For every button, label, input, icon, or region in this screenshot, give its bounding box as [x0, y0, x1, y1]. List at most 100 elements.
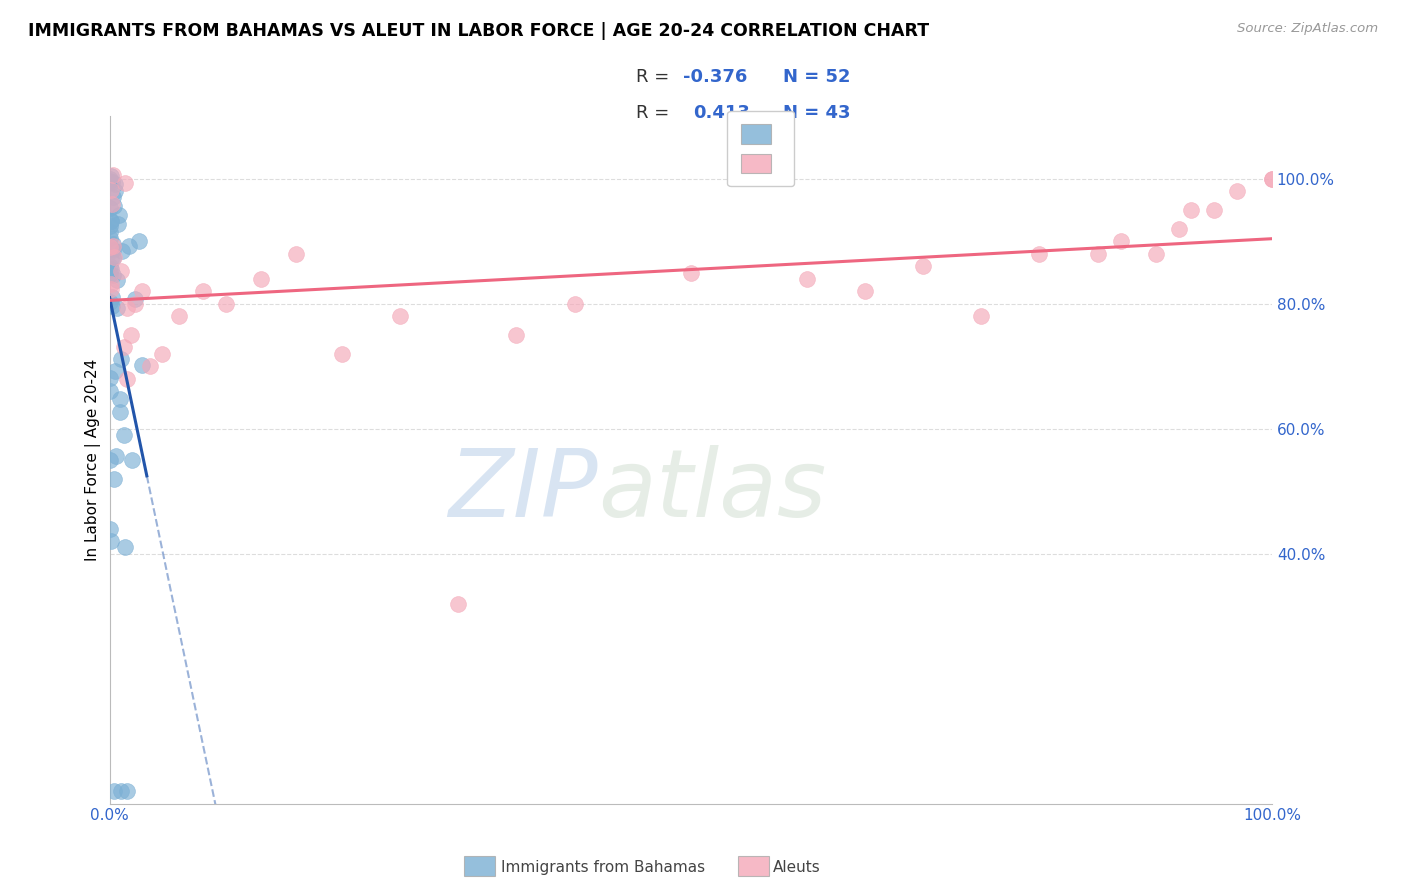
- Point: [120, 328, 142, 343]
- Point: [100, 252, 122, 267]
- Point: [100, 534, 122, 549]
- Point: [100, 522, 122, 536]
- Point: [330, 347, 353, 361]
- Point: [98, 172, 121, 186]
- Text: IMMIGRANTS FROM BAHAMAS VS ALEUT IN LABOR FORCE | AGE 20-24 CORRELATION CHART: IMMIGRANTS FROM BAHAMAS VS ALEUT IN LABO…: [28, 22, 929, 40]
- Point: [1261, 172, 1284, 186]
- Point: [139, 359, 162, 374]
- Point: [115, 784, 138, 798]
- Point: [389, 310, 412, 324]
- Point: [103, 250, 125, 264]
- Point: [1028, 247, 1050, 261]
- Point: [1202, 203, 1225, 218]
- Point: [98, 294, 121, 309]
- Point: [98, 267, 121, 281]
- Point: [114, 541, 136, 555]
- Point: [100, 214, 122, 228]
- Point: [505, 328, 527, 343]
- Point: [100, 169, 122, 183]
- Point: [108, 392, 131, 406]
- Legend: , : ,: [727, 111, 794, 186]
- Point: [1087, 247, 1109, 261]
- Point: [1167, 222, 1189, 236]
- Point: [98, 230, 121, 244]
- Point: [103, 784, 125, 798]
- Point: [107, 217, 129, 231]
- Point: [101, 189, 124, 203]
- Point: [98, 384, 121, 398]
- Point: [101, 237, 124, 252]
- Text: N = 52: N = 52: [783, 68, 851, 86]
- Point: [447, 597, 470, 611]
- Point: [103, 472, 125, 486]
- Point: [101, 197, 124, 211]
- Point: [108, 208, 131, 222]
- Point: [853, 285, 876, 299]
- Point: [124, 297, 146, 311]
- Point: [103, 199, 125, 213]
- Point: [101, 238, 124, 252]
- Point: [1180, 203, 1202, 218]
- Point: [100, 214, 122, 228]
- Point: [98, 174, 121, 188]
- Point: [169, 310, 191, 324]
- Point: [101, 299, 124, 313]
- Point: [110, 351, 132, 366]
- Point: [104, 177, 127, 191]
- Text: R =: R =: [636, 68, 675, 86]
- Point: [110, 264, 132, 278]
- Point: [101, 175, 124, 189]
- Point: [115, 301, 138, 316]
- Point: [131, 285, 153, 299]
- Point: [105, 273, 128, 287]
- Point: [105, 301, 128, 315]
- Point: [150, 347, 173, 361]
- Point: [191, 285, 214, 299]
- Text: ZIP: ZIP: [449, 445, 598, 536]
- Text: 0.413: 0.413: [693, 103, 749, 121]
- Point: [128, 234, 150, 248]
- Point: [121, 453, 143, 467]
- Point: [284, 247, 307, 261]
- Point: [108, 405, 131, 419]
- Point: [215, 297, 238, 311]
- Text: R =: R =: [636, 103, 681, 121]
- Point: [98, 371, 121, 385]
- Point: [1144, 247, 1167, 261]
- Point: [100, 262, 122, 277]
- Point: [249, 272, 271, 286]
- Point: [1261, 172, 1284, 186]
- Point: [98, 452, 121, 467]
- Point: [796, 272, 818, 286]
- Point: [112, 428, 135, 442]
- Y-axis label: In Labor Force | Age 20-24: In Labor Force | Age 20-24: [86, 359, 101, 561]
- Point: [131, 358, 153, 372]
- Point: [98, 219, 121, 234]
- Point: [100, 290, 122, 304]
- Point: [101, 243, 124, 257]
- Point: [112, 340, 135, 354]
- Text: Source: ZipAtlas.com: Source: ZipAtlas.com: [1237, 22, 1378, 36]
- Point: [101, 251, 124, 265]
- Point: [100, 183, 122, 197]
- Point: [98, 225, 121, 239]
- Point: [100, 259, 122, 273]
- Point: [679, 266, 702, 280]
- Point: [124, 292, 146, 306]
- Point: [104, 449, 127, 463]
- Text: N = 43: N = 43: [783, 103, 851, 121]
- Point: [100, 277, 122, 292]
- Point: [564, 297, 586, 311]
- Point: [100, 282, 122, 296]
- Point: [100, 242, 122, 256]
- Point: [104, 184, 127, 198]
- Point: [1226, 185, 1249, 199]
- Point: [100, 240, 122, 254]
- Point: [101, 268, 124, 283]
- Point: [104, 364, 127, 378]
- Point: [114, 176, 136, 190]
- Point: [101, 168, 124, 182]
- Point: [912, 260, 935, 274]
- Text: Aleuts: Aleuts: [773, 861, 821, 875]
- Point: [98, 202, 121, 216]
